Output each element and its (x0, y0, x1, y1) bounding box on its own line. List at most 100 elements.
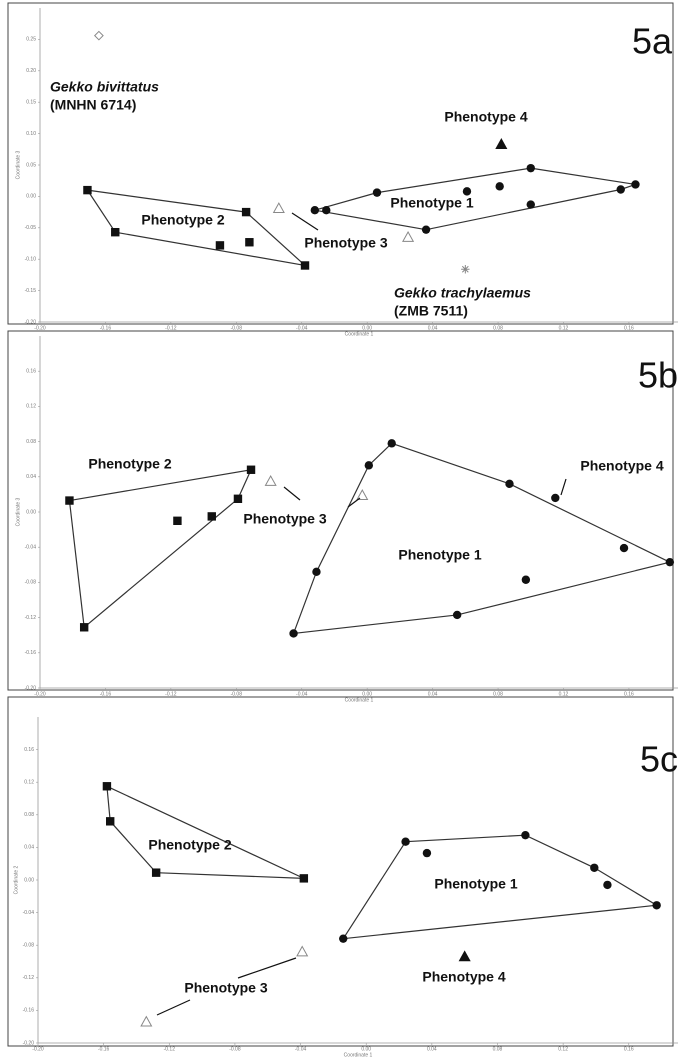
x-tick-label: 0.08 (493, 691, 503, 697)
point (241, 207, 251, 217)
x-tick-label: -0.08 (231, 325, 243, 331)
point (505, 479, 514, 489)
y-tick-label: -0.08 (23, 943, 35, 949)
x-tick-label: -0.08 (229, 1046, 241, 1052)
point (93, 30, 104, 41)
x-tick-label: 0.08 (493, 1046, 503, 1052)
x-tick-label: -0.04 (296, 325, 308, 331)
x-tick-label: -0.16 (98, 1046, 110, 1052)
series-label: Gekko trachylaemus (394, 285, 531, 301)
x-tick-label: -0.20 (34, 691, 46, 697)
y-tick-label: 0.15 (26, 100, 36, 106)
x-tick-label: 0.16 (624, 1046, 634, 1052)
x-tick-label: -0.20 (32, 1046, 44, 1052)
y-tick-label: -0.04 (25, 545, 37, 551)
hull (342, 834, 659, 940)
point (603, 880, 612, 890)
series-label: Phenotype 4 (422, 969, 505, 985)
panel-frame (7, 2, 674, 325)
point (401, 837, 410, 846)
point (300, 261, 310, 270)
x-tick-label: -0.12 (164, 1046, 176, 1052)
series-label: Phenotype 2 (141, 212, 224, 228)
x-tick-label: 0.08 (493, 325, 503, 331)
point (102, 782, 112, 791)
y-tick-label: 0.05 (26, 162, 36, 168)
x-tick-label: -0.08 (231, 691, 243, 697)
y-tick-label: 0.16 (26, 369, 36, 375)
hull (314, 167, 636, 231)
y-axis-label: Coordinate 3 (15, 150, 21, 179)
x-tick-label: 0.12 (558, 1046, 568, 1052)
hull (68, 468, 253, 629)
series-label: Phenotype 3 (243, 511, 326, 527)
y-tick-label: 0.08 (24, 812, 34, 818)
point (387, 439, 396, 448)
point (140, 1015, 153, 1027)
panel-frame (7, 330, 674, 691)
leader-line (291, 212, 319, 231)
x-tick-label: -0.16 (100, 325, 112, 331)
panel-title: 5b (638, 355, 678, 396)
x-axis-label: Coordinate 1 (345, 697, 374, 703)
hull (106, 785, 305, 879)
x-axis-label: Coordinate 1 (344, 1052, 373, 1058)
point (356, 489, 369, 500)
y-tick-label: -0.20 (25, 319, 37, 325)
point (312, 567, 321, 577)
point (151, 868, 161, 877)
point (111, 227, 120, 237)
point (422, 848, 432, 858)
point (299, 874, 309, 883)
point (421, 225, 431, 234)
series-label: Phenotype 1 (390, 195, 473, 211)
point (106, 817, 115, 826)
leader-line (347, 497, 361, 508)
series-label: Phenotype 4 (444, 109, 527, 125)
x-tick-label: 0.12 (559, 691, 569, 697)
y-tick-label: 0.08 (26, 439, 36, 445)
y-tick-label: -0.05 (25, 225, 37, 231)
point (322, 206, 331, 215)
hull (86, 189, 307, 267)
series-label: Phenotype 1 (434, 876, 517, 892)
point (83, 185, 92, 195)
point (458, 950, 471, 962)
leader-line (237, 957, 297, 979)
y-tick-label: -0.16 (25, 650, 37, 656)
y-tick-label: 0.00 (26, 194, 36, 200)
x-tick-label: 0.16 (624, 691, 634, 697)
point (207, 512, 216, 521)
x-tick-label: -0.04 (296, 691, 308, 697)
point (289, 629, 298, 638)
y-tick-label: -0.16 (23, 1008, 35, 1014)
y-tick-label: 0.25 (26, 37, 36, 43)
point (173, 516, 182, 525)
x-tick-label: -0.16 (100, 691, 112, 697)
point (631, 180, 640, 189)
y-tick-label: -0.04 (23, 910, 35, 916)
point (495, 138, 508, 149)
hull (292, 442, 672, 635)
point (521, 830, 530, 840)
x-tick-label: 0.16 (624, 325, 634, 331)
y-tick-label: 0.12 (26, 404, 36, 410)
point (452, 610, 462, 620)
series-label: Phenotype 2 (88, 456, 171, 472)
x-tick-label: -0.12 (165, 691, 177, 697)
y-tick-label: -0.08 (25, 580, 37, 586)
leader-line (560, 478, 567, 496)
point (233, 494, 243, 503)
point (619, 543, 629, 553)
x-tick-label: 0.04 (427, 1046, 437, 1052)
y-tick-label: 0.12 (24, 780, 34, 786)
point (526, 200, 535, 209)
point (616, 185, 625, 194)
point (310, 206, 320, 215)
series-label: Gekko bivittatus (50, 79, 159, 95)
x-tick-label: 0.12 (559, 325, 569, 331)
y-tick-label: 0.00 (26, 509, 36, 515)
y-axis-label: Coordinate 3 (15, 497, 21, 526)
x-tick-label: -0.04 (295, 1046, 307, 1052)
